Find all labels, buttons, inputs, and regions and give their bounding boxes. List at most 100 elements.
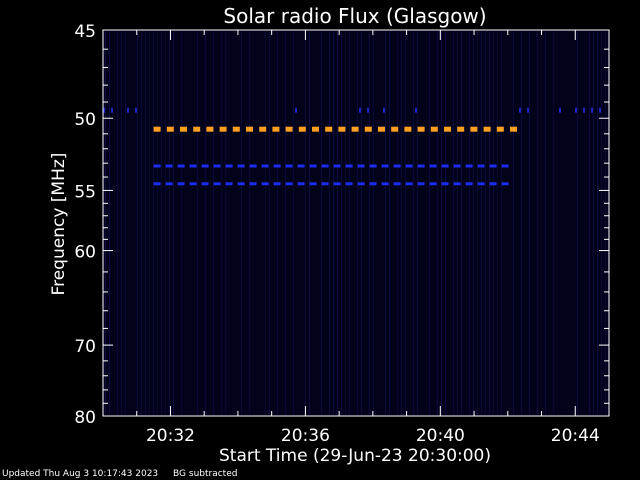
noise-strip [241,32,242,414]
band-2-segment [249,182,257,186]
noise-strip [285,32,286,414]
noise-strip [385,32,386,414]
noise-strip [213,32,214,414]
band-1-segment [309,164,317,168]
band-1-segment [273,164,281,168]
band-3-segment [383,107,385,113]
band-0-segment [312,126,319,132]
noise-strip [165,32,166,414]
noise-strip [197,32,198,414]
noise-strip [429,32,430,414]
band-2-segment [453,182,461,186]
band-1-segment [429,164,437,168]
band-3-segment [599,107,601,113]
band-2-segment [489,182,497,186]
noise-strip [497,32,498,414]
noise-strip [457,32,458,414]
noise-strip [481,32,482,414]
band-0-segment [364,126,372,132]
noise-strip [417,32,418,414]
band-3-segment [135,107,137,113]
band-2-segment [393,182,401,186]
noise-strip [345,32,346,414]
noise-strip [521,32,522,414]
noise-strip [597,32,598,414]
band-2-segment [357,182,365,186]
noise-strip [109,32,110,414]
band-1-segment [297,164,305,168]
noise-strip [437,32,438,414]
band-2-segment [153,182,161,186]
band-3-segment [575,107,577,113]
band-2-segment [165,182,173,186]
band-0-segment [206,126,214,132]
noise-strip [441,32,442,414]
band-1-segment [393,164,401,168]
noise-strip [589,32,590,414]
noise-strip [277,32,278,414]
band-2-segment [417,182,425,186]
noise-strip [461,32,462,414]
band-2-segment [333,182,341,186]
noise-strip [225,32,226,414]
noise-strip [161,32,162,414]
band-3-segment [583,107,585,113]
band-0-segment [325,126,333,132]
band-0-segment [417,126,425,132]
noise-strip [265,32,266,414]
x-axis-label: Start Time (29-Jun-23 20:30:00) [219,446,491,466]
band-0-segment [259,126,267,132]
noise-strip [105,32,106,414]
band-1-segment [405,164,413,168]
noise-strip [205,32,206,414]
band-2-segment [381,182,389,186]
band-2-segment [273,182,281,186]
noise-strip [141,32,142,414]
band-2-segment [201,182,209,186]
noise-strip [373,32,374,414]
band-3-segment [295,107,297,113]
band-2-segment [225,182,233,186]
band-1-segment [249,164,257,168]
band-1-segment [333,164,341,168]
noise-strip [553,32,554,414]
band-0-segment [193,126,201,132]
band-1-segment [453,164,461,168]
band-2-segment [345,182,353,186]
band-2-segment [429,182,437,186]
band-2-segment [177,182,185,186]
noise-strip [405,32,406,414]
noise-strip [293,32,294,414]
x-tick-label: 20:36 [281,426,330,446]
band-2-segment [285,182,293,186]
x-tick-label: 20:32 [146,426,195,446]
noise-strip [269,32,270,414]
band-1-segment [189,164,197,168]
axes: 45 50 55 60 70 80 20:32 20:36 20:40 20:44 [74,22,610,446]
noise-strip [173,32,174,414]
bg-note: BG subtracted [173,469,238,479]
band-1-segment [213,164,221,168]
noise-strip [485,32,486,414]
band-2-segment [213,182,221,186]
band-0-segment [298,126,306,132]
band-3-segment [591,107,593,113]
band-3-segment [367,107,369,113]
band-3-segment [559,107,561,113]
footer: Updated Thu Aug 3 10:17:43 2023 BG subtr… [2,469,249,479]
noise-strip [181,32,182,414]
chart-title: Solar radio Flux (Glasgow) [223,4,486,28]
band-0-segment [510,126,517,132]
noise-strip [401,32,402,414]
band-2-segment [501,182,509,186]
noise-strip [153,32,154,414]
band-1-segment [441,164,449,168]
band-2-segment [369,182,377,186]
noise-strip [493,32,494,414]
band-0-segment [180,126,187,132]
band-2-segment [441,182,449,186]
band-0-segment [351,126,359,132]
band-2-segment [405,182,413,186]
band-1-segment [417,164,425,168]
